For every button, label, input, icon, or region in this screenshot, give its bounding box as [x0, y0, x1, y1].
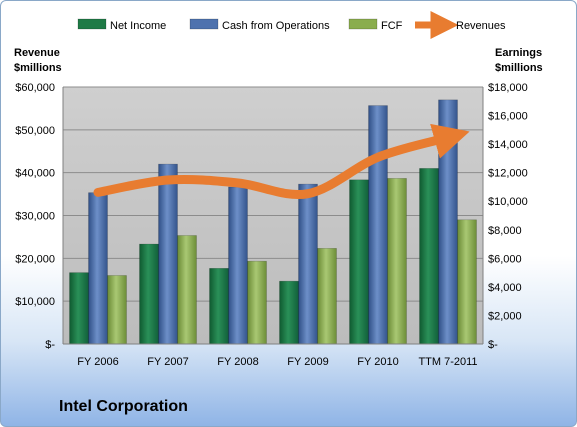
- left-axis-title-line1: Revenue: [14, 47, 60, 59]
- left-tick-label: $30,000: [15, 211, 55, 223]
- right-axis-title-line1: Earnings: [495, 47, 542, 59]
- category-label: FY 2009: [287, 356, 328, 368]
- left-tick-label: $40,000: [15, 168, 55, 180]
- bar-cash-from-operations: [368, 105, 388, 345]
- bar-net-income: [139, 243, 159, 345]
- right-tick-label: $6,000: [488, 253, 522, 265]
- bar-fcf: [317, 248, 337, 345]
- left-tick-label: $20,000: [15, 253, 55, 265]
- right-tick-label: $14,000: [488, 139, 528, 151]
- bar-fcf: [457, 219, 477, 345]
- axes: $- $10,000 $20,000 $30,000 $40,000 $50,000 $60…: [15, 82, 528, 368]
- bar-fcf: [107, 275, 127, 345]
- right-tick-label: $-: [488, 339, 498, 351]
- bar-net-income: [349, 179, 369, 345]
- right-tick-label: $10,000: [488, 196, 528, 208]
- legend-label: FCF: [381, 20, 403, 32]
- legend-label: Revenues: [456, 20, 506, 32]
- bar-fcf: [387, 178, 407, 345]
- left-tick-label: $10,000: [15, 296, 55, 308]
- gridlines: [63, 86, 483, 302]
- category-label: FY 2008: [217, 356, 258, 368]
- revenue-line-path: [93, 123, 470, 199]
- category-label: FY 2007: [147, 356, 188, 368]
- right-tick-label: $18,000: [488, 82, 528, 94]
- bar-cash-from-operations: [88, 192, 108, 345]
- legend: Net Income Cash from Operations FCF Revenue…: [77, 11, 506, 39]
- right-tick-label: $2,000: [488, 310, 522, 322]
- right-tick-label: $4,000: [488, 282, 522, 294]
- category-label: FY 2010: [357, 356, 398, 368]
- bar-net-income: [279, 280, 299, 345]
- category-label: TTM 7-2011: [418, 356, 477, 368]
- right-tick-label: $8,000: [488, 225, 522, 237]
- bar-fcf: [177, 235, 197, 345]
- revenue-line: [93, 123, 470, 199]
- bars: [69, 99, 477, 345]
- bar-fcf: [247, 260, 267, 345]
- bar-net-income: [69, 272, 89, 345]
- bar-cash-from-operations: [228, 186, 248, 345]
- legend-label: Net Income: [110, 20, 166, 32]
- company-name: Intel Corporation: [59, 398, 188, 415]
- right-tick-label: $12,000: [488, 168, 528, 180]
- category-label: FY 2006: [77, 356, 118, 368]
- legend-label: Cash from Operations: [222, 20, 330, 32]
- left-tick-label: $50,000: [15, 125, 55, 137]
- bar-net-income: [419, 168, 439, 345]
- right-tick-label: $16,000: [488, 111, 528, 123]
- left-axis-title-line2: $millions: [14, 62, 62, 74]
- legend-swatch: [77, 18, 107, 30]
- bar-cash-from-operations: [298, 183, 318, 345]
- left-tick-label: $60,000: [15, 82, 55, 94]
- bar-cash-from-operations: [158, 163, 178, 345]
- legend-swatch: [189, 18, 219, 30]
- left-tick-label: $-: [45, 339, 55, 351]
- right-axis-title-line2: $millions: [495, 62, 543, 74]
- bar-net-income: [209, 268, 229, 345]
- legend-swatch: [348, 18, 378, 30]
